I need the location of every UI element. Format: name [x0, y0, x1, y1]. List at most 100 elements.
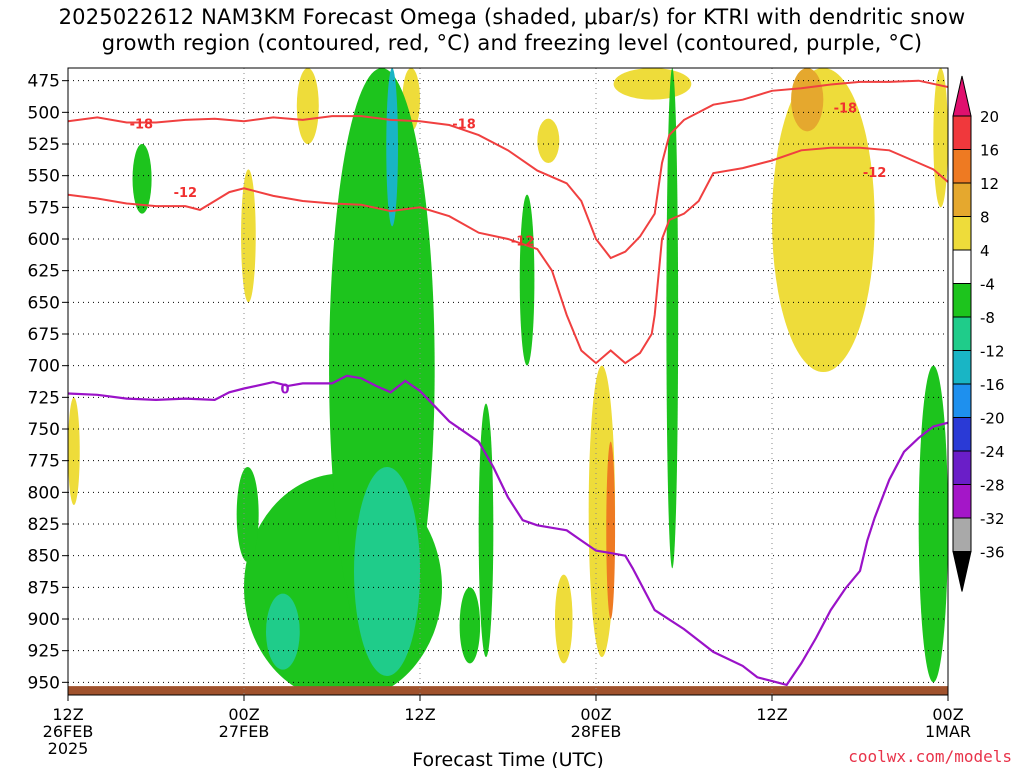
x-tick-label: 00Z [580, 705, 611, 724]
colorbar-legend: 20 16 12 8 4 -4 -8 -12 -16 -20 -24 -28 -32 -36 [952, 75, 1005, 592]
omega-region [478, 403, 494, 657]
terrain-layer [68, 686, 948, 695]
colorbar-level-label: -8 [980, 309, 995, 327]
x-tick-date: 28FEB [571, 722, 622, 741]
dgz-contour-label: -18 [452, 118, 476, 133]
omega-region [296, 68, 319, 144]
freezing-level-label: 0 [281, 382, 290, 397]
colorbar-level-label: 16 [980, 142, 999, 160]
dgz-contour-line [68, 79, 948, 260]
y-tick-label: 575 [28, 198, 60, 218]
colorbar-level-label: -24 [980, 443, 1005, 461]
colorbar-segment [952, 484, 972, 519]
dgz-contour-line [68, 146, 948, 365]
dgz-contour-label: -12 [174, 186, 198, 201]
colorbar-level-label: 20 [980, 108, 999, 126]
x-tick-date: 27FEB [219, 722, 270, 741]
x-axis-label: Forecast Time (UTC) [412, 749, 603, 768]
terrain-strip [68, 686, 948, 695]
grid-layer [68, 68, 948, 695]
omega-region [132, 144, 152, 214]
omega-region [519, 194, 535, 366]
y-tick-label: 625 [28, 262, 60, 282]
colorbar-level-label: 12 [980, 175, 999, 193]
y-tick-label: 800 [28, 483, 60, 503]
freezing-level-line [68, 374, 948, 687]
omega-region [537, 118, 560, 163]
omega-region [386, 68, 398, 227]
dgz-contour-label: -18 [834, 101, 858, 116]
y-axis: 475 500 525 550 575 600 625 650 675 700 725 750 775 8… [28, 72, 68, 693]
dgz-contour-label: -18 [130, 118, 154, 133]
y-tick-label: 700 [28, 357, 60, 377]
colorbar-level-label: -12 [980, 343, 1005, 361]
y-tick-label: 900 [28, 610, 60, 630]
x-tick-date: 1MAR [925, 722, 971, 741]
colorbar-level-label: -20 [980, 410, 1005, 428]
colorbar-segment [952, 450, 972, 485]
y-tick-label: 500 [28, 103, 60, 123]
omega-shading-layer [68, 68, 948, 695]
omega-region [613, 68, 692, 100]
y-tick-label: 675 [28, 325, 60, 345]
colorbar-bottom-arrow [952, 551, 972, 592]
y-tick-label: 950 [28, 673, 60, 693]
y-tick-label: 650 [28, 293, 60, 313]
colorbar-level-label: 8 [980, 209, 990, 227]
x-tick-label: 12Z [404, 705, 435, 724]
omega-region [933, 68, 948, 208]
y-tick-label: 475 [28, 72, 60, 92]
colorbar-segment [952, 149, 972, 184]
colorbar-level-label: -4 [980, 276, 995, 294]
x-tick-date: 26FEB [43, 722, 94, 741]
plot-frame [67, 67, 949, 696]
chart-title-line-1: 2025022612 NAM3KM Forecast Omega (shaded… [58, 5, 966, 29]
omega-region [241, 169, 256, 303]
y-tick-label: 725 [28, 388, 60, 408]
y-tick-label: 875 [28, 578, 60, 598]
omega-region [236, 467, 259, 562]
colorbar-segment [952, 283, 972, 318]
y-tick-label: 750 [28, 420, 60, 440]
y-tick-label: 525 [28, 135, 60, 155]
omega-region [606, 441, 616, 619]
colorbar-segment [952, 383, 972, 418]
colorbar-segment [952, 249, 972, 284]
y-tick-label: 600 [28, 230, 60, 250]
omega-region [266, 593, 300, 670]
omega-region [68, 397, 80, 505]
colorbar-segment [952, 350, 972, 385]
chart-title-line-2: growth region (contoured, red, °C) and f… [101, 31, 923, 55]
dgz-contour-label: -12 [511, 234, 535, 249]
omega-region [459, 587, 481, 664]
colorbar-level-label: -16 [980, 376, 1005, 394]
colorbar-segment [952, 115, 972, 150]
y-tick-label: 550 [28, 167, 60, 187]
colorbar-segment [952, 417, 972, 452]
colorbar-top-arrow [952, 75, 972, 117]
colorbar-segment [952, 182, 972, 217]
omega-region [354, 467, 420, 676]
colorbar-segment [952, 316, 972, 351]
colorbar-segment [952, 517, 972, 552]
x-tick-label: 12Z [52, 705, 83, 724]
contour-layer: -18 -18 -18 -12 -12 -12 0 [68, 79, 948, 687]
y-tick-label: 850 [28, 547, 60, 567]
y-tick-label: 825 [28, 515, 60, 535]
y-tick-label: 925 [28, 642, 60, 662]
dgz-contour-label: -12 [863, 166, 887, 181]
y-tick-label: 775 [28, 452, 60, 472]
colorbar-segment [952, 216, 972, 251]
colorbar-level-label: 4 [980, 242, 990, 260]
omega-region [772, 68, 875, 372]
x-tick-label: 00Z [932, 705, 963, 724]
colorbar-level-label: -36 [980, 544, 1005, 562]
x-tick-label: 00Z [228, 705, 259, 724]
x-tick-year: 2025 [48, 739, 89, 758]
colorbar-level-label: -28 [980, 477, 1005, 495]
omega-region [666, 68, 679, 569]
omega-region [791, 68, 824, 132]
x-tick-label: 12Z [756, 705, 787, 724]
